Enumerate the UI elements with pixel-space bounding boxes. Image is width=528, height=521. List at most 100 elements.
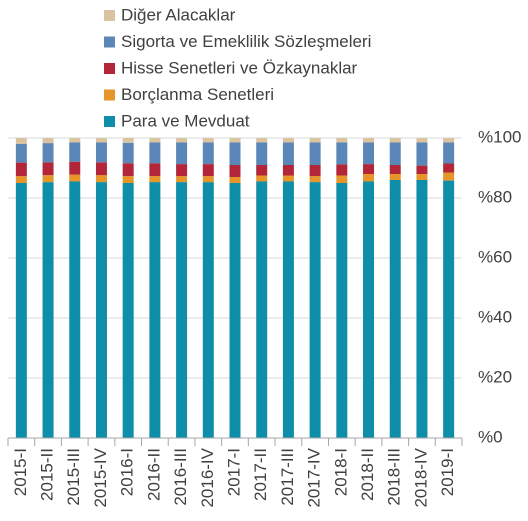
bar-segment (42, 175, 54, 183)
bar-segment (256, 165, 268, 176)
x-tick-label: 2018-I (331, 448, 350, 496)
bar-segment (122, 138, 134, 143)
bar-segment (389, 142, 401, 165)
bar-segment (176, 176, 188, 183)
bar-segment (95, 142, 107, 163)
bar-segment (282, 142, 294, 165)
bar-segment (309, 138, 321, 143)
y-tick-label: %80 (478, 187, 512, 206)
x-tick-label: 2016-II (144, 448, 163, 501)
bar-segment (69, 142, 81, 162)
bar-segment (416, 165, 428, 174)
bar-segment (69, 138, 81, 143)
bar-segment (202, 142, 214, 165)
bar-segment (309, 142, 321, 165)
bar-segment (69, 174, 81, 182)
bar-segment (95, 175, 107, 183)
bar-segment (229, 183, 241, 438)
y-tick-label: %20 (478, 367, 512, 386)
bar-segment (389, 174, 401, 180)
y-tick-label: %60 (478, 247, 512, 266)
bar-segment (363, 142, 375, 165)
x-tick-label: 2015-III (64, 448, 83, 506)
bar-segment (69, 161, 81, 175)
legend-label: Sigorta ve Emeklilik Sözleşmeleri (121, 32, 371, 51)
bar-segment (202, 182, 214, 438)
bar-segment (416, 180, 428, 438)
bar-segment (336, 142, 348, 165)
bar-segment (122, 176, 134, 183)
legend-swatch (104, 63, 115, 74)
bar-segment (443, 172, 455, 181)
bar-segment (122, 163, 134, 177)
x-tick-label: 2016-III (171, 448, 190, 506)
legend-swatch (104, 116, 115, 127)
x-tick-label: 2015-IV (91, 447, 110, 507)
bar-segment (15, 183, 27, 438)
legend-swatch (104, 36, 115, 48)
bar-segment (202, 176, 214, 183)
bar-segment (443, 163, 455, 173)
bar-segment (42, 138, 54, 144)
legend-swatch (104, 89, 115, 101)
legend-label: Borçlanma Senetleri (121, 85, 274, 104)
x-tick-label: 2018-III (385, 448, 404, 506)
bar-segment (282, 138, 294, 143)
bar-segment (202, 138, 214, 143)
x-tick-label: 2017-IV (305, 447, 324, 507)
bar-segment (282, 165, 294, 176)
bar-segment (202, 164, 214, 177)
bar-segment (15, 144, 27, 163)
bar-segment (42, 182, 54, 438)
legend-label: Para ve Mevduat (121, 111, 250, 130)
bar-segment (15, 162, 27, 177)
bar-segment (149, 176, 161, 183)
bar-segment (42, 162, 54, 176)
legend-label: Hisse Senetleri ve Özkaynaklar (121, 58, 358, 77)
bar-segment (176, 142, 188, 165)
bar-segment (389, 165, 401, 174)
bar-segment (95, 138, 107, 143)
bar-segment (336, 175, 348, 183)
bar-segment (443, 142, 455, 164)
x-tick-label: 2017-III (278, 448, 297, 506)
bar-segment (176, 138, 188, 143)
bar-segment (256, 175, 268, 182)
bar-segment (122, 183, 134, 438)
bar-segment (122, 142, 134, 164)
bar-segment (149, 142, 161, 164)
bar-segment (69, 181, 81, 438)
bar-segment (416, 174, 428, 180)
bar-segment (282, 181, 294, 438)
x-tick-label: 2019-I (438, 448, 457, 496)
bar-segment (15, 138, 27, 144)
bar-segment (363, 181, 375, 438)
bar-segment (443, 180, 455, 438)
bar-segment (95, 162, 107, 176)
bar-segment (256, 181, 268, 438)
bar-segment (336, 164, 348, 176)
legend-swatch (104, 10, 115, 21)
bar-segment (309, 165, 321, 177)
bar-segment (336, 138, 348, 143)
bar-segment (416, 142, 428, 166)
bar-segment (15, 176, 27, 183)
bar-segment (229, 165, 241, 177)
y-tick-label: %100 (478, 127, 521, 146)
bar-segment (95, 182, 107, 438)
y-tick-label: %0 (478, 427, 503, 446)
x-tick-label: 2017-II (251, 448, 270, 501)
bar-segment (149, 182, 161, 438)
y-tick-label: %40 (478, 307, 512, 326)
bar-segment (363, 138, 375, 143)
bar-segment (336, 183, 348, 438)
bar-segment (389, 138, 401, 143)
bar-segment (229, 138, 241, 143)
bar-segment (389, 180, 401, 438)
bar-segment (176, 164, 188, 177)
bar-segment (149, 138, 161, 143)
bar-segment (229, 142, 241, 165)
bar-segment (309, 182, 321, 438)
x-tick-label: 2018-IV (411, 447, 430, 507)
